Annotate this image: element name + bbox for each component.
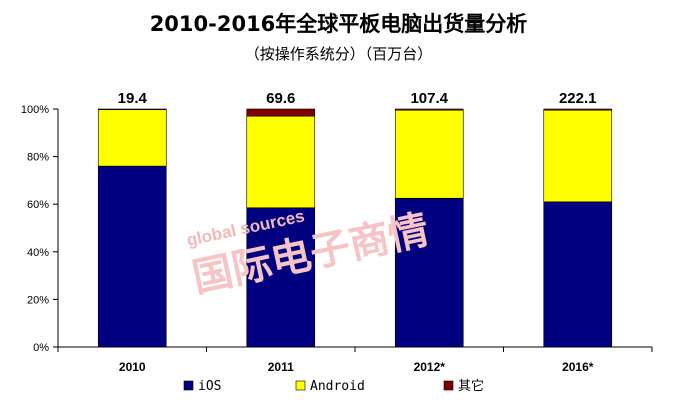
legend-swatch-iOS xyxy=(183,380,194,391)
y-tick-label: 100% xyxy=(21,104,49,116)
bar-total-label: 222.1 xyxy=(559,90,597,107)
x-category-label: 2016* xyxy=(562,360,594,374)
legend-swatch-其它 xyxy=(443,380,454,391)
chart-subtitle: （按操作系统分）（百万台） xyxy=(244,45,433,63)
bar-segment-Android xyxy=(246,115,316,209)
bar-total-label: 19.4 xyxy=(118,90,148,107)
bar-segment-其它 xyxy=(97,108,167,111)
y-tick-label: 40% xyxy=(27,247,49,259)
bar-segment-其它 xyxy=(394,108,464,111)
legend-swatch-Android xyxy=(295,380,306,391)
x-category-label: 2012* xyxy=(414,360,446,374)
bar-segment-Android xyxy=(543,109,613,203)
bar-segment-其它 xyxy=(543,108,613,111)
y-tick-label: 0% xyxy=(33,342,49,354)
bar-segment-Android xyxy=(97,109,167,167)
x-category-label: 2010 xyxy=(119,360,146,374)
bar-segment-Android xyxy=(394,109,464,199)
y-tick-label: 60% xyxy=(27,199,49,211)
bar-total-label: 69.6 xyxy=(266,90,295,107)
bar-segment-iOS xyxy=(246,207,316,348)
bar-segment-其它 xyxy=(246,108,316,117)
bar-segment-iOS xyxy=(394,197,464,348)
chart-title: 2010-2016年全球平板电脑出货量分析 xyxy=(149,12,528,36)
bar-segment-iOS xyxy=(543,201,613,348)
x-category-label: 2011 xyxy=(268,360,294,374)
y-tick-label: 80% xyxy=(27,152,49,164)
bar-total-label: 107.4 xyxy=(410,90,448,107)
bar-segment-iOS xyxy=(97,165,167,348)
y-tick-label: 20% xyxy=(27,294,49,306)
legend-label-Android: Android xyxy=(310,379,365,394)
legend-label-其它: 其它 xyxy=(458,378,484,394)
legend-label-iOS: iOS xyxy=(198,379,221,394)
